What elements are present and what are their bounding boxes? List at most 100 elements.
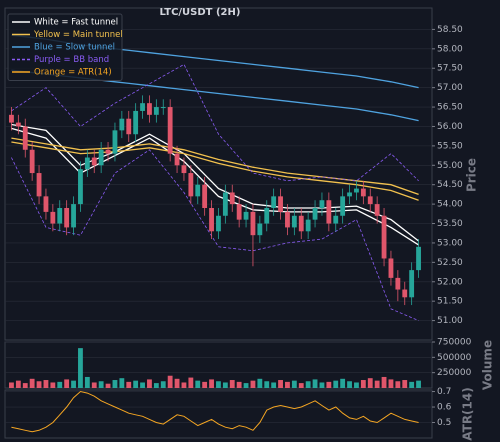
atr-tick-label: 0.6 [437, 403, 452, 413]
candle-body [91, 157, 97, 166]
volume-bar [291, 380, 297, 388]
volume-bar [160, 381, 166, 388]
y-tick-label: 58.00 [437, 44, 463, 54]
volume-bar [112, 380, 118, 388]
atr-tick-label: 0.7 [437, 387, 451, 397]
candle-body [9, 114, 14, 123]
y-tick-label: 51.50 [437, 297, 463, 307]
legend-label: Blue = Slow tunnel [34, 43, 115, 53]
candle-body [181, 165, 187, 174]
candle-body [209, 208, 214, 232]
candle-body [250, 211, 256, 236]
volume-bar [105, 383, 111, 388]
candle-body [340, 196, 346, 216]
candle-body [236, 204, 242, 220]
candle-body [229, 192, 235, 205]
volume-bar [43, 380, 49, 388]
volume-bar [29, 378, 35, 388]
candle-body [305, 219, 311, 232]
candle-body [416, 246, 421, 271]
atr-axis-label: ATR(14) [461, 387, 475, 440]
candle-body [133, 110, 139, 135]
volume-bar [22, 383, 28, 388]
volume-bar [243, 383, 249, 388]
volume-tick-label: 750000 [437, 338, 472, 348]
legend-label: White = Fast tunnel [34, 18, 118, 28]
volume-axis-label: Volume [481, 340, 495, 390]
candle-body [188, 173, 194, 197]
y-tick-label: 56.00 [437, 122, 463, 132]
candle-body [71, 204, 76, 228]
y-tick-label: 51.00 [437, 316, 463, 326]
legend-box [7, 13, 123, 81]
y-tick-label: 56.50 [437, 103, 463, 113]
volume-bar [84, 376, 90, 388]
y-tick-label: 54.50 [437, 180, 463, 190]
candle-body [402, 289, 408, 298]
volume-bar [91, 382, 97, 388]
y-tick-label: 55.00 [437, 161, 463, 171]
volume-bar [381, 376, 387, 388]
candle-body [57, 208, 63, 224]
candle-body [381, 215, 387, 259]
candle-body [78, 169, 83, 205]
volume-bar [222, 382, 228, 388]
candle-body [202, 184, 208, 208]
y-tick-label: 53.00 [437, 238, 463, 248]
volume-bar [395, 381, 401, 388]
volume-bar [57, 381, 63, 388]
price-frame [4, 7, 433, 341]
candle-body [119, 118, 125, 131]
volume-bar [174, 378, 180, 388]
volume-bar [354, 382, 359, 388]
volume-bar [257, 378, 263, 388]
volume-bar [209, 379, 214, 388]
indicator-line [11, 63, 419, 182]
volume-tick-label: 250000 [437, 368, 472, 378]
volume-bar [278, 380, 283, 388]
candle-body [291, 215, 297, 228]
candle-body [216, 215, 221, 232]
candle-body [22, 126, 28, 150]
candle-body [333, 215, 339, 224]
legend-label: Orange = ATR(14) [34, 68, 112, 78]
candle-body [257, 223, 263, 236]
candle-body [326, 200, 332, 224]
y-tick-label: 57.00 [437, 83, 463, 93]
volume-bar [167, 375, 173, 388]
volume-bar [202, 381, 208, 388]
volume-bar [140, 382, 145, 388]
y-tick-label: 52.00 [437, 277, 463, 287]
candle-body [167, 107, 173, 154]
candle-body [360, 188, 366, 197]
volume-bar [250, 380, 256, 388]
volume-bar [181, 382, 187, 388]
y-tick-label: 55.50 [437, 141, 463, 151]
candle-body [153, 107, 159, 115]
volume-bar [126, 381, 132, 388]
candle-body [222, 192, 228, 216]
candle-body [367, 196, 373, 205]
volume-bar [416, 380, 421, 388]
atr-line [11, 390, 419, 433]
volume-bar [78, 348, 83, 388]
candle-body [312, 208, 318, 220]
volume-bar [402, 380, 408, 388]
volume-bar [133, 380, 139, 388]
atr-frame [4, 389, 433, 439]
candle-body [374, 204, 380, 216]
candle-body [174, 153, 180, 166]
y-tick-label: 52.50 [437, 258, 463, 268]
legend-label: Purple = BB band [34, 55, 109, 65]
legend-label: Yellow = Main tunnel [33, 30, 123, 40]
candle-body [285, 211, 290, 228]
volume-bar [119, 378, 125, 388]
volume-bar [312, 379, 318, 388]
volume-bar [264, 381, 270, 388]
y-tick-label: 58.50 [437, 25, 463, 35]
candle-body [195, 184, 201, 197]
candle-body [319, 200, 325, 208]
volume-bar [347, 381, 352, 388]
volume-bar [64, 379, 70, 388]
